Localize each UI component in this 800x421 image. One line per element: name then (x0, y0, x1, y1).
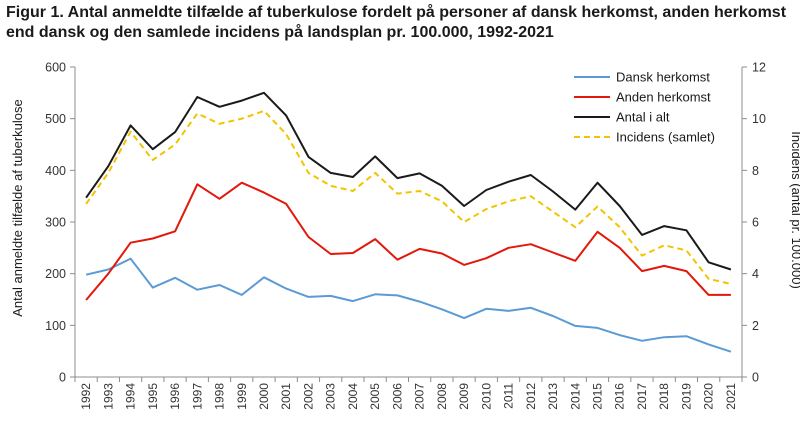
x-tick-label: 1992 (79, 383, 93, 410)
chart-title-line-2: end dansk og den samlede incidens på lan… (6, 24, 554, 41)
y2-tick-label: 2 (752, 319, 759, 333)
y-tick-label: 400 (45, 164, 66, 178)
x-tick-label: 1994 (124, 383, 138, 410)
x-tick-label: 2004 (346, 383, 360, 410)
y2-tick-label: 10 (752, 112, 766, 126)
x-tick-label: 2001 (279, 383, 293, 410)
series-line-antal-i-alt (85, 91, 732, 271)
series-line-anden-herkomst (85, 181, 731, 301)
y-tick-label: 0 (59, 371, 66, 385)
x-tick-label: 2000 (257, 383, 271, 410)
series-line-dansk-herkomst (85, 257, 732, 353)
x-tick-label: 1996 (168, 383, 182, 410)
x-tick-label: 2021 (724, 383, 738, 410)
y2-tick-label: 4 (752, 267, 759, 281)
y-tick-label: 200 (45, 267, 66, 281)
y2-tick-label: 0 (752, 371, 759, 385)
x-tick-label: 2020 (702, 383, 716, 410)
legend-label: Incidens (samlet) (616, 130, 715, 145)
y-tick-label: 100 (45, 319, 66, 333)
x-tick-label: 2015 (590, 383, 604, 410)
y-axis-label: Antal anmeldte tilfælde af tuberkulose (10, 99, 25, 317)
legend: Dansk herkomst Anden herkomst Antal i alt I… (574, 70, 715, 145)
x-tick-label: 2002 (301, 383, 315, 410)
x-tick-label: 1999 (235, 383, 249, 410)
x-tick-label: 1998 (213, 383, 227, 410)
x-tick-label: 2008 (435, 383, 449, 410)
x-tick-label: 2012 (524, 383, 538, 410)
x-tick-label: 2013 (546, 383, 560, 410)
legend-label: Dansk herkomst (616, 70, 710, 85)
x-tick-label: 2007 (413, 383, 427, 410)
x-tick-label: 2010 (479, 383, 493, 410)
y-tick-label: 500 (45, 112, 66, 126)
legend-label: Antal i alt (616, 110, 670, 125)
y2-tick-label: 8 (752, 164, 759, 178)
series-line-incidens-samlet (85, 109, 732, 285)
x-tick-label: 2017 (635, 383, 649, 410)
x-tick-label: 2011 (502, 383, 516, 409)
x-tick-label: 1993 (101, 383, 115, 410)
x-tick-label: 2016 (613, 383, 627, 410)
x-tick-label: 2009 (457, 383, 471, 410)
x-tick-label: 2019 (679, 383, 693, 410)
y-tick-label: 600 (45, 61, 66, 75)
series-lines (85, 91, 732, 353)
x-tick-label: 2005 (368, 383, 382, 410)
x-tick-label: 2018 (657, 383, 671, 410)
x-tick-label: 2003 (324, 383, 338, 410)
y-tick-label: 300 (45, 216, 66, 230)
x-tick-label: 1997 (190, 383, 204, 410)
chart-title-line-1: Figur 1. Antal anmeldte tilfælde af tube… (6, 4, 787, 21)
x-tick-label: 1995 (146, 383, 160, 410)
x-tick-label: 2014 (568, 383, 582, 410)
x-tick-label: 2006 (390, 383, 404, 410)
axes: 0 100 200 300 400 500 600 0 2 4 6 8 10 12 1992 1993 1994… (45, 61, 766, 410)
y2-tick-label: 6 (752, 216, 759, 230)
y2-axis-label: Incidens (antal pr. 100.000) (789, 131, 800, 289)
y2-tick-label: 12 (752, 61, 766, 75)
legend-label: Anden herkomst (616, 90, 711, 105)
